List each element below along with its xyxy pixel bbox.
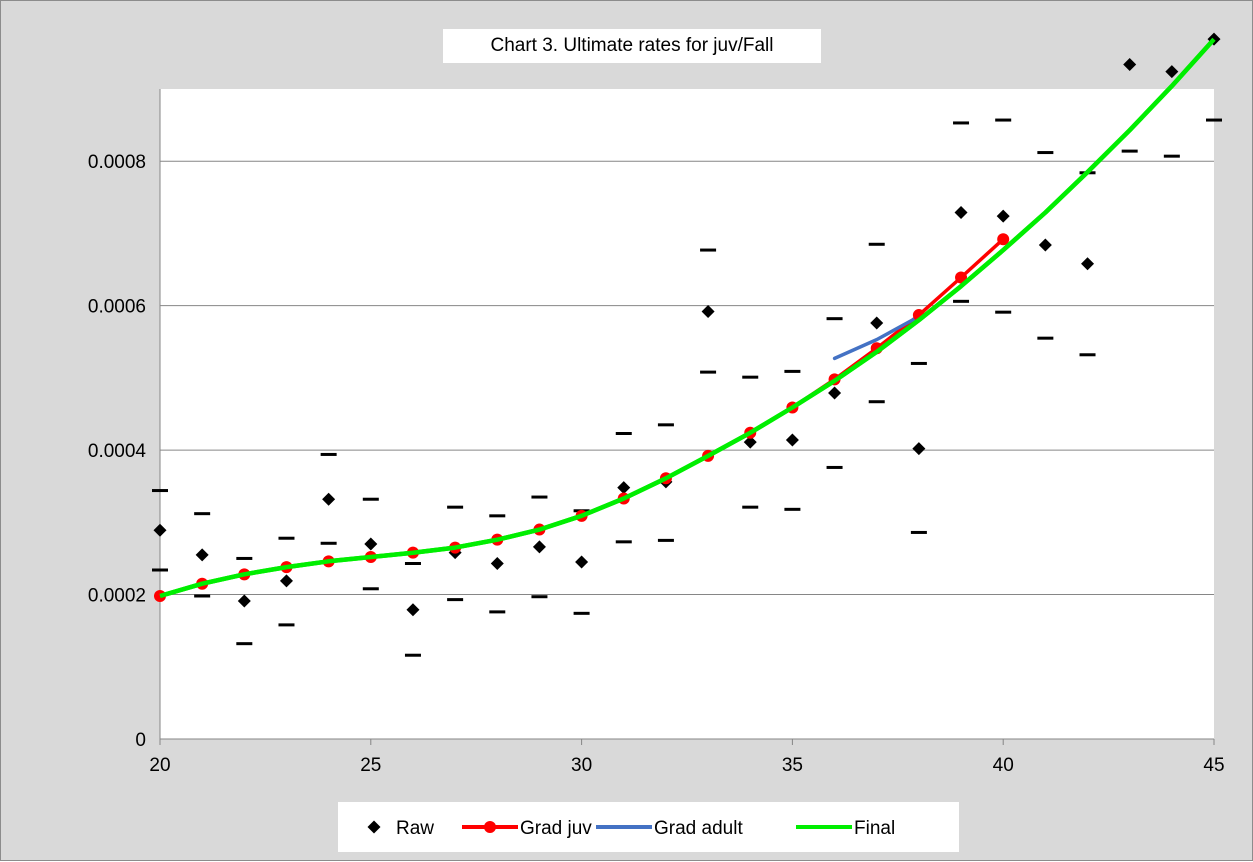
bound-marker-lower bbox=[236, 642, 253, 646]
data-point-raw bbox=[195, 548, 209, 562]
bound-marker-lower bbox=[404, 653, 421, 657]
y-tick-label: 0.0002 bbox=[88, 586, 146, 607]
bound-marker-upper bbox=[1206, 118, 1222, 122]
x-tick-label: 35 bbox=[782, 755, 803, 776]
series-line-grad-adult bbox=[832, 314, 921, 361]
bound-marker-upper bbox=[657, 423, 674, 427]
chart-legend: Raw Grad juv Grad adult Final bbox=[338, 802, 959, 852]
data-point-raw bbox=[1038, 238, 1052, 252]
bound-marker-upper bbox=[278, 536, 295, 540]
bound-marker-lower bbox=[742, 505, 759, 509]
data-point-raw bbox=[912, 442, 926, 456]
data-point-raw bbox=[364, 537, 378, 551]
plot-area bbox=[160, 89, 1214, 739]
data-point-raw bbox=[701, 304, 715, 318]
data-point-raw bbox=[743, 435, 757, 449]
chart-title: Chart 3. Ultimate rates for juv/Fall bbox=[443, 29, 821, 63]
data-point-raw bbox=[575, 555, 589, 569]
bound-marker-upper bbox=[447, 505, 464, 509]
y-tick-label: 0.0008 bbox=[88, 152, 146, 173]
y-tick-label: 0.0006 bbox=[88, 297, 146, 318]
bound-marker-lower bbox=[573, 611, 590, 615]
bound-marker-lower bbox=[995, 310, 1012, 314]
bound-marker-lower bbox=[531, 595, 548, 599]
bound-marker-upper bbox=[700, 248, 717, 252]
data-point-raw bbox=[785, 433, 799, 447]
bound-marker-lower bbox=[784, 507, 801, 511]
legend-label-grad-adult: Grad adult bbox=[654, 818, 743, 839]
y-tick-label: 0 bbox=[135, 730, 146, 751]
bound-marker-lower bbox=[489, 610, 506, 614]
bound-marker-upper bbox=[784, 369, 801, 373]
bound-marker-upper bbox=[152, 489, 168, 493]
bound-marker-lower bbox=[910, 530, 927, 534]
bound-marker-lower bbox=[362, 587, 379, 591]
bound-marker-lower bbox=[320, 541, 337, 545]
bound-marker-upper bbox=[910, 361, 927, 365]
bound-marker-lower bbox=[615, 540, 632, 544]
y-tick-label: 0.0004 bbox=[88, 441, 147, 462]
data-point-raw bbox=[406, 603, 420, 617]
series-line-final-overlay bbox=[159, 37, 1216, 599]
bound-marker-upper bbox=[194, 512, 211, 516]
bound-marker-lower bbox=[152, 568, 168, 572]
data-point-raw bbox=[532, 540, 546, 554]
data-point-grad-juv bbox=[997, 233, 1010, 246]
data-point-raw bbox=[996, 209, 1010, 223]
bound-marker-upper bbox=[953, 121, 970, 125]
bound-marker-lower bbox=[278, 623, 295, 627]
bound-marker-lower bbox=[447, 598, 464, 602]
x-tick-label: 45 bbox=[1203, 755, 1224, 776]
data-point-raw bbox=[617, 481, 631, 495]
bound-marker-upper bbox=[404, 562, 421, 565]
data-point-grad-juv bbox=[955, 271, 968, 284]
bound-marker-lower bbox=[1079, 353, 1096, 357]
bound-marker-upper bbox=[868, 242, 885, 246]
bound-marker-upper bbox=[362, 497, 379, 501]
bound-marker-upper bbox=[1121, 149, 1138, 153]
data-point-raw bbox=[153, 523, 167, 537]
legend-label-final: Final bbox=[854, 818, 895, 839]
data-point-raw bbox=[279, 574, 293, 588]
legend-marker-grad-juv bbox=[484, 821, 496, 833]
data-point-raw bbox=[1081, 257, 1095, 271]
bound-marker-upper bbox=[615, 432, 632, 435]
bound-marker-upper bbox=[531, 495, 548, 499]
bound-marker-lower bbox=[194, 594, 211, 598]
legend-svg: Raw Grad juv Grad adult Final bbox=[367, 818, 895, 839]
data-point-raw bbox=[322, 492, 336, 506]
data-point-raw bbox=[1165, 65, 1179, 79]
bound-marker-upper bbox=[995, 118, 1012, 122]
bound-marker-upper bbox=[489, 514, 506, 518]
x-tick-label: 40 bbox=[993, 755, 1014, 776]
legend-marker-raw bbox=[367, 820, 381, 834]
bound-marker-upper bbox=[236, 556, 253, 560]
data-point-raw bbox=[870, 316, 884, 330]
bound-marker-lower bbox=[657, 538, 674, 542]
data-point-raw bbox=[1123, 57, 1137, 71]
bound-marker-upper bbox=[826, 317, 843, 321]
data-point-raw bbox=[237, 594, 251, 608]
bound-marker-upper bbox=[1163, 154, 1180, 158]
bound-marker-lower bbox=[953, 299, 970, 303]
x-tick-label: 25 bbox=[360, 755, 381, 776]
bound-marker-lower bbox=[700, 370, 717, 374]
data-point-raw bbox=[490, 557, 504, 570]
bound-marker-upper bbox=[742, 375, 759, 379]
x-tick-label: 30 bbox=[571, 755, 592, 776]
x-tick-label: 20 bbox=[149, 755, 170, 776]
bound-marker-upper bbox=[320, 452, 337, 456]
data-point-raw bbox=[828, 386, 842, 400]
data-point-raw bbox=[954, 206, 968, 219]
legend-label-grad-juv: Grad juv bbox=[520, 818, 592, 839]
bound-marker-lower bbox=[1037, 336, 1054, 340]
bound-marker-lower bbox=[826, 465, 843, 469]
legend-label-raw: Raw bbox=[396, 818, 434, 839]
bound-marker-lower bbox=[868, 400, 885, 404]
bound-marker-upper bbox=[1037, 151, 1054, 155]
